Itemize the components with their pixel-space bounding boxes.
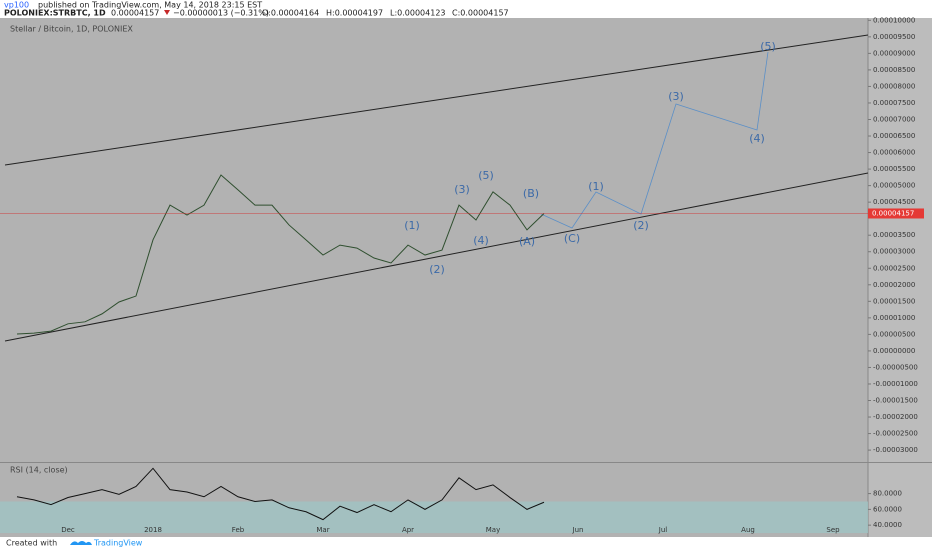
y-tick-label: 0.00010000 [873,16,915,24]
y-tick-label: 0.00000000 [873,347,915,355]
x-tick-label: May [486,526,500,534]
wave-label: (C) [564,232,580,245]
y-tick-label: 0.00003500 [873,231,915,239]
wave-label: (3) [668,90,684,103]
change: −0.00000013 (−0.31%) [173,9,269,18]
wave-label: (2) [633,219,649,232]
high: H:0.00004197 [326,9,383,18]
wave-label: (4) [749,132,765,145]
footer-bar [0,537,932,550]
wave-projection [540,51,769,229]
chart-title: Stellar / Bitcoin, 1D, POLONIEX [10,25,133,34]
y-tick-label: -0.00002000 [873,413,918,421]
y-tick-label: 0.00001500 [873,297,915,305]
x-tick-label: Dec [61,526,75,534]
down-arrow [164,10,170,15]
footer-brand[interactable]: TradingView [93,539,143,548]
header-bar [0,0,932,18]
wave-label: (4) [473,234,489,247]
channel-lower [4,172,869,342]
wave-label: (5) [760,40,776,53]
channel-upper [4,34,869,166]
x-tick-label: Jul [658,526,668,534]
y-tick-label: 80.0000 [873,490,902,498]
wave-label: (B) [523,187,539,200]
symbol: POLONIEX:STRBTC, 1D [4,9,106,18]
y-tick-label: 0.00005500 [873,165,915,173]
low: L:0.00004123 [390,9,446,18]
y-tick-label: 0.00009000 [873,49,915,57]
x-tick-label: Aug [741,526,755,534]
wave-label: (1) [404,219,420,232]
footer-created: Created with [6,539,57,548]
y-tick-label: 0.00006500 [873,132,915,140]
y-tick-label: 0.00004500 [873,198,915,206]
wave-label: (3) [454,183,470,196]
wave-label: (5) [478,169,494,182]
rsi-title: RSI (14, close) [10,466,68,475]
x-tick-label: Jun [572,526,584,534]
y-tick-label: 0.00007500 [873,99,915,107]
y-tick-label: 0.00002000 [873,281,915,289]
price-pane [0,18,868,462]
y-tick-label: 0.00009500 [873,33,915,41]
y-tick-label: 0.00005000 [873,182,915,190]
y-tick-label: 40.0000 [873,521,902,529]
y-tick-label: 60.0000 [873,505,902,513]
wave-label: (A) [519,235,535,248]
close: C:0.00004157 [452,9,509,18]
y-tick-label: 0.00002500 [873,264,915,272]
x-tick-label: Mar [316,526,329,534]
series-line [16,467,545,521]
y-tick-label: -0.00001000 [873,380,918,388]
y-tick-label: 0.00008500 [873,66,915,74]
price: 0.00004157 [111,9,159,18]
y-tick-label: 0.00008000 [873,82,915,90]
y-tick-label: -0.00002500 [873,430,918,438]
y-tick-label: -0.00001500 [873,397,918,405]
author[interactable]: vp100 [4,1,29,10]
rsi-band [0,501,868,534]
last-price-label: 0.00004157 [872,209,914,217]
x-tick-label: Feb [232,526,245,534]
open: O:0.00004164 [262,9,319,18]
price-axis [868,18,932,537]
wave-label: (2) [429,263,445,276]
y-tick-label: 0.00006000 [873,149,915,157]
tv-logo [70,541,92,545]
published: published on TradingView.com, May 14, 20… [38,1,262,10]
y-tick-label: 0.00007000 [873,115,915,123]
x-tick-label: 2018 [144,526,162,534]
wave-label: (1) [588,180,604,193]
y-tick-label: 0.00003000 [873,248,915,256]
y-tick-label: -0.00003000 [873,446,918,454]
series-line [16,174,545,335]
x-tick-label: Sep [826,526,840,534]
x-tick-label: Apr [402,526,414,534]
y-tick-label: 0.00000500 [873,330,915,338]
last-price-tag [868,208,924,219]
y-tick-label: -0.00000500 [873,363,918,371]
y-tick-label: 0.00001000 [873,314,915,322]
